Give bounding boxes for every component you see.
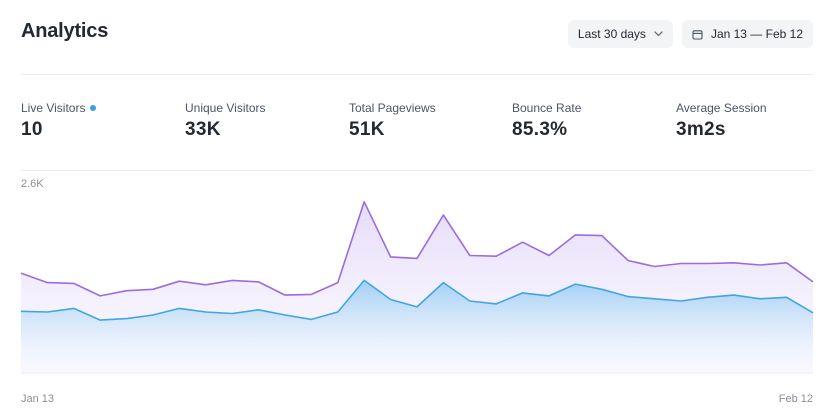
stat-value: 3m2s <box>676 119 726 140</box>
stat-label-text: Live Visitors <box>21 101 86 115</box>
stats-divider <box>21 170 813 171</box>
stat-value: 10 <box>21 119 43 140</box>
visitors-line <box>20 279 814 321</box>
x-tick-label-end: Feb 12 <box>779 393 813 405</box>
stat-value: 33K <box>185 119 221 140</box>
stat-average-session[interactable]: Average Session 3m2s <box>676 101 767 141</box>
x-tick-label-start: Jan 13 <box>21 393 54 405</box>
header: Analytics Last 30 days Jan 13 — Feb 12 <box>21 18 813 50</box>
stat-label: Bounce Rate <box>512 101 582 115</box>
header-divider <box>21 74 813 75</box>
traffic-chart-svg: 2.6K Jan 13 Feb 12 <box>20 178 814 405</box>
date-range-label: Jan 13 — Feb 12 <box>710 27 803 41</box>
pageviews-line <box>20 201 814 297</box>
date-range-button[interactable]: Jan 13 — Feb 12 <box>681 20 813 48</box>
chevron-down-icon <box>654 29 663 39</box>
stat-label: Unique Visitors <box>185 101 266 115</box>
range-dropdown[interactable]: Last 30 days <box>567 20 673 48</box>
stat-bounce-rate[interactable]: Bounce Rate 85.3% <box>512 101 581 141</box>
stats-row: Live Visitors 10 Unique Visitors 33K Tot… <box>21 101 813 151</box>
page-title: Analytics <box>21 20 109 42</box>
stat-label: Total Pageviews <box>349 101 436 115</box>
stat-value: 85.3% <box>512 119 568 140</box>
header-controls: Last 30 days Jan 13 — Feb 12 <box>567 20 813 48</box>
stat-unique-visitors[interactable]: Unique Visitors 33K <box>185 101 265 141</box>
stat-label: Live Visitors <box>21 101 97 115</box>
traffic-chart: 2.6K Jan 13 Feb 12 <box>0 170 833 419</box>
y-tick-label: 2.6K <box>21 178 44 190</box>
stat-value: 51K <box>349 119 385 140</box>
live-dot-icon <box>90 105 97 111</box>
visitors-area <box>21 280 813 373</box>
stat-total-pageviews[interactable]: Total Pageviews 51K <box>349 101 436 141</box>
calendar-icon <box>692 29 703 40</box>
stat-label: Average Session <box>676 101 767 115</box>
stat-live-visitors[interactable]: Live Visitors 10 <box>21 101 97 141</box>
range-dropdown-label: Last 30 days <box>577 27 646 41</box>
